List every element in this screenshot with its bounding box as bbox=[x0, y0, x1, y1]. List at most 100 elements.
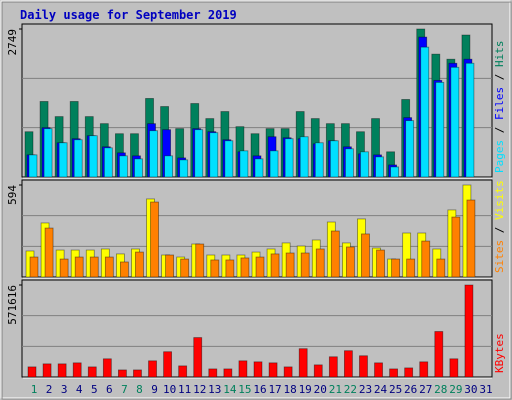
bar bbox=[73, 139, 83, 178]
bar bbox=[27, 366, 37, 378]
bar bbox=[163, 351, 173, 378]
bar bbox=[359, 355, 368, 378]
x-tick-label: 9 bbox=[151, 383, 158, 396]
bar bbox=[343, 350, 353, 378]
bar bbox=[210, 259, 220, 278]
bar bbox=[298, 348, 308, 378]
bar bbox=[118, 369, 127, 378]
bar bbox=[449, 358, 459, 378]
legend-entry: Visits bbox=[493, 180, 506, 220]
x-tick-label: 29 bbox=[449, 383, 462, 396]
bar bbox=[120, 261, 129, 278]
bar bbox=[420, 46, 430, 178]
bar bbox=[269, 150, 279, 178]
x-tick-label: 2 bbox=[46, 383, 53, 396]
x-tick-label: 13 bbox=[208, 383, 221, 396]
x-tick-label: 27 bbox=[419, 383, 432, 396]
bar bbox=[104, 256, 114, 278]
bar bbox=[209, 132, 219, 178]
bar bbox=[299, 136, 309, 178]
bar bbox=[133, 369, 142, 378]
bar bbox=[315, 248, 325, 278]
bar bbox=[103, 147, 113, 178]
bar bbox=[119, 155, 128, 178]
legend-entry: Hits bbox=[493, 41, 506, 68]
bar bbox=[330, 230, 340, 278]
legend-entry: Files bbox=[493, 87, 506, 120]
bar bbox=[465, 62, 475, 178]
bar bbox=[135, 251, 144, 278]
bar bbox=[406, 258, 416, 278]
legend-entry: Pages bbox=[493, 140, 506, 173]
bar bbox=[208, 368, 218, 378]
bar bbox=[390, 166, 400, 178]
bar bbox=[224, 140, 234, 178]
bar bbox=[239, 150, 249, 178]
legend-entry: Sites bbox=[493, 240, 506, 273]
bar bbox=[240, 257, 250, 278]
bar bbox=[405, 120, 415, 178]
bar bbox=[193, 337, 203, 378]
x-tick-label: 30 bbox=[464, 383, 477, 396]
x-tick-label: 21 bbox=[329, 383, 342, 396]
x-tick-label: 3 bbox=[61, 383, 68, 396]
bar bbox=[29, 256, 39, 278]
bar bbox=[195, 243, 205, 278]
y-tick-label: 2749 bbox=[6, 29, 19, 56]
bar bbox=[300, 252, 310, 278]
bar bbox=[165, 254, 175, 278]
legend-separator: / bbox=[493, 67, 506, 87]
x-tick-label: 16 bbox=[253, 383, 266, 396]
bar bbox=[134, 158, 143, 178]
bar bbox=[270, 253, 280, 278]
x-tick-label: 26 bbox=[404, 383, 417, 396]
x-tick-label: 12 bbox=[193, 383, 206, 396]
bar bbox=[194, 129, 204, 178]
bar bbox=[466, 199, 476, 278]
x-tick-label: 25 bbox=[389, 383, 402, 396]
bar bbox=[376, 249, 385, 278]
bar bbox=[225, 259, 235, 278]
legend-separator: / bbox=[493, 120, 506, 140]
bar bbox=[328, 356, 338, 378]
bar bbox=[464, 284, 474, 378]
bar bbox=[74, 256, 84, 278]
bar bbox=[253, 361, 263, 378]
bar bbox=[361, 233, 370, 278]
x-tick-label: 5 bbox=[91, 383, 98, 396]
x-tick-label: 18 bbox=[284, 383, 297, 396]
bar bbox=[421, 240, 431, 278]
legend: KBytes bbox=[493, 333, 506, 373]
bar bbox=[314, 142, 324, 178]
bar bbox=[450, 66, 460, 178]
x-tick-label: 31 bbox=[479, 383, 492, 396]
bar bbox=[150, 201, 159, 278]
bar bbox=[58, 142, 68, 178]
bar bbox=[435, 81, 445, 178]
x-tick-label: 10 bbox=[163, 383, 176, 396]
x-tick-label: 4 bbox=[76, 383, 83, 396]
bar bbox=[164, 155, 174, 178]
legend-entry: KBytes bbox=[493, 333, 506, 373]
bar bbox=[360, 151, 369, 178]
bar bbox=[180, 258, 190, 278]
bar bbox=[313, 364, 323, 378]
bar bbox=[43, 128, 53, 178]
bar bbox=[44, 227, 54, 278]
bar bbox=[72, 362, 82, 378]
bar bbox=[178, 365, 188, 378]
bar bbox=[59, 258, 69, 278]
x-tick-label: 19 bbox=[299, 383, 312, 396]
bar bbox=[451, 216, 461, 278]
bar bbox=[42, 363, 52, 378]
x-tick-label: 15 bbox=[238, 383, 251, 396]
bar bbox=[285, 252, 295, 278]
y-tick-label: 571616 bbox=[6, 285, 19, 325]
bar bbox=[57, 363, 67, 378]
bar bbox=[87, 366, 97, 378]
bar bbox=[88, 135, 98, 178]
bar bbox=[344, 148, 354, 178]
panel bbox=[21, 279, 493, 378]
